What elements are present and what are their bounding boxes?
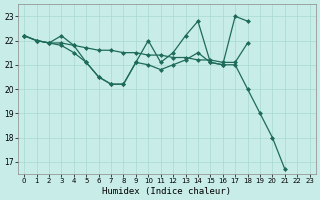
X-axis label: Humidex (Indice chaleur): Humidex (Indice chaleur) (102, 187, 231, 196)
